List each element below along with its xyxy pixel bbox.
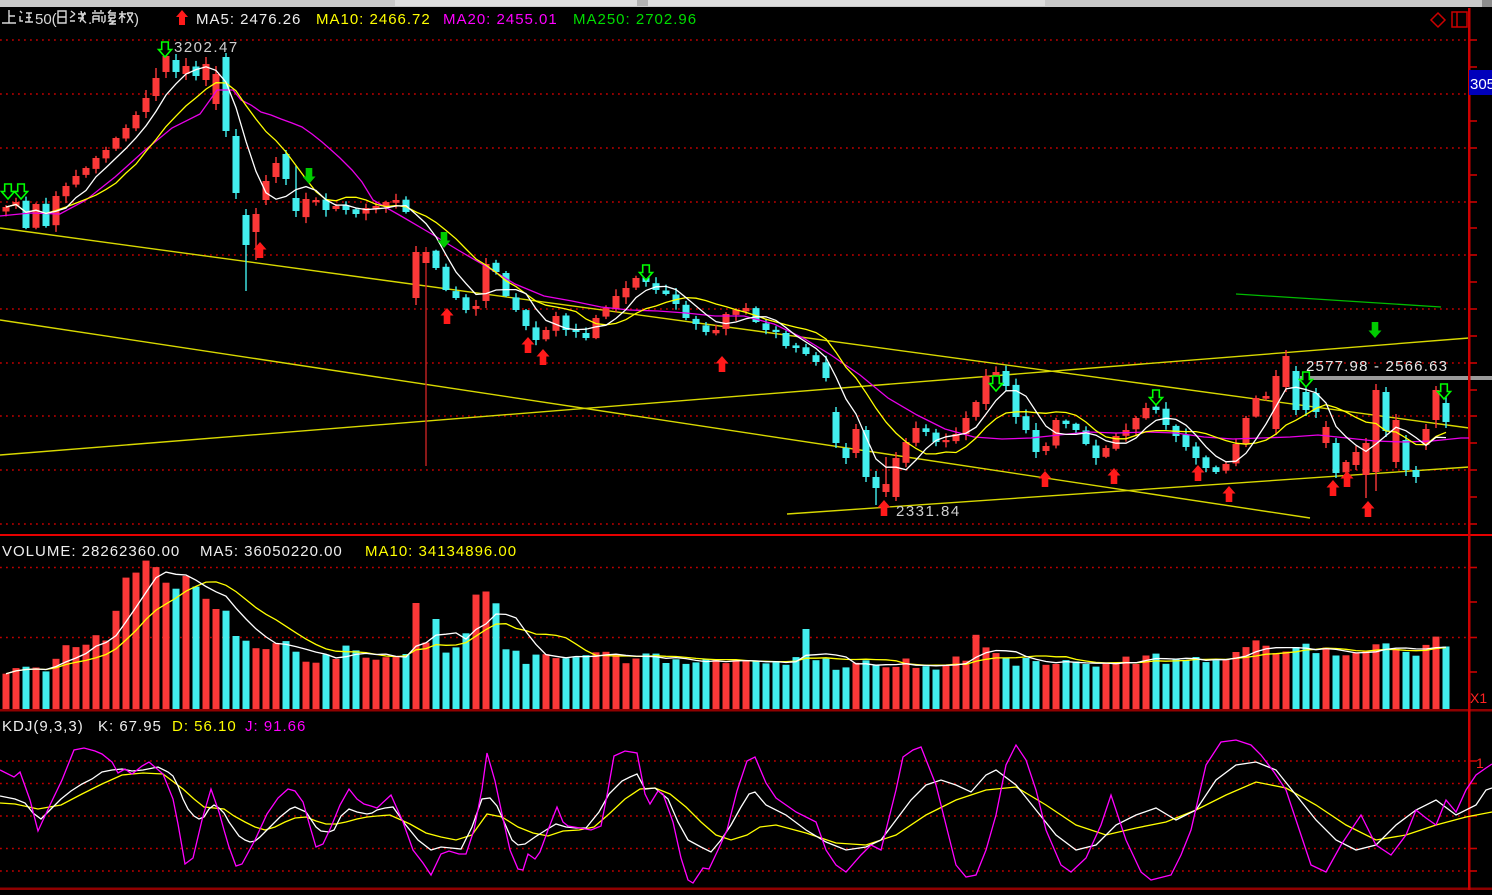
- svg-text:2331.84: 2331.84: [896, 503, 961, 520]
- svg-text:MA10: 2466.72: MA10: 2466.72: [316, 11, 431, 28]
- svg-text:MA10: 34134896.00: MA10: 34134896.00: [365, 543, 517, 560]
- svg-text:MA5: 2476.26: MA5: 2476.26: [196, 11, 301, 28]
- svg-text:VOLUME: 28262360.00: VOLUME: 28262360.00: [2, 543, 180, 560]
- svg-text:1: 1: [1476, 755, 1484, 771]
- svg-text:305: 305: [1470, 76, 1492, 93]
- svg-text:): ): [134, 11, 139, 28]
- svg-text:X1: X1: [1470, 690, 1487, 706]
- svg-text:MA5: 36050220.00: MA5: 36050220.00: [200, 543, 343, 560]
- svg-text:J: 91.66: J: 91.66: [245, 718, 306, 735]
- svg-text:D: 56.10: D: 56.10: [172, 718, 237, 735]
- svg-text:.: .: [88, 11, 92, 28]
- svg-text:MA250: 2702.96: MA250: 2702.96: [573, 11, 697, 28]
- svg-text:2577.98 - 2566.63: 2577.98 - 2566.63: [1306, 358, 1448, 375]
- svg-text:KDJ(9,3,3): KDJ(9,3,3): [2, 718, 84, 735]
- svg-text:50(: 50(: [35, 11, 57, 28]
- svg-text:MA20: 2455.01: MA20: 2455.01: [443, 11, 558, 28]
- svg-text:K: 67.95: K: 67.95: [98, 718, 162, 735]
- svg-text:3202.47: 3202.47: [174, 39, 239, 56]
